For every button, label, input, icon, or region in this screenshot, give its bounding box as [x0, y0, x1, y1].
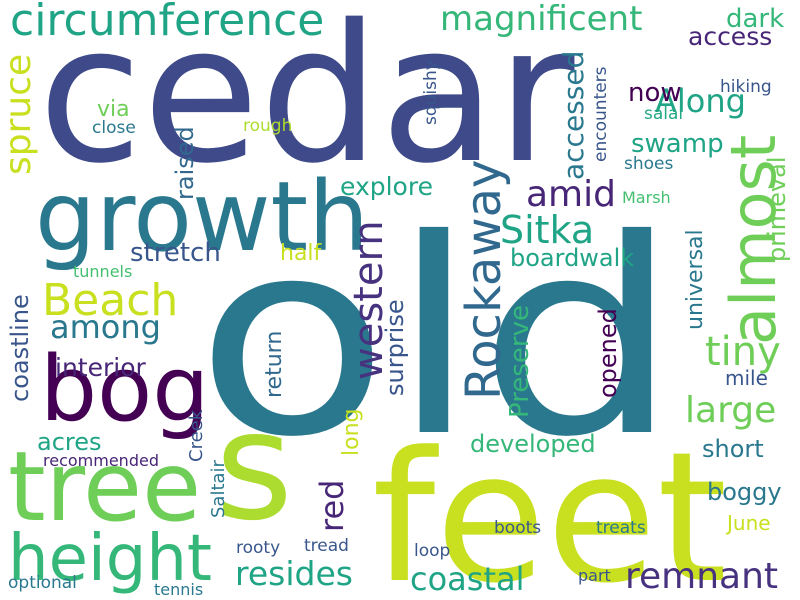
word-rockaway: Rockaway [456, 160, 512, 400]
word-red: red [313, 480, 351, 532]
word-large: large [685, 390, 776, 431]
word-amid: amid [526, 174, 616, 215]
word-s: s [215, 380, 293, 554]
word-universal: universal [683, 229, 708, 330]
word-opened: opened [594, 308, 622, 398]
word-acres: acres [37, 428, 102, 456]
word-saltair: Saltair [208, 459, 229, 518]
word-squishy: squishy [421, 60, 441, 125]
word-boots: boots [494, 518, 541, 538]
word-marsh: Marsh [622, 188, 671, 207]
word-return: return [262, 331, 287, 398]
word-part: part [578, 566, 611, 585]
word-salal: salal [644, 104, 683, 124]
word-recommended: recommended [43, 451, 159, 470]
word-along: Along [655, 82, 746, 120]
word-bog: bog [40, 337, 209, 442]
word-height: height [8, 522, 212, 596]
word-remnant: remnant [625, 556, 778, 597]
word-almost: almost [717, 135, 790, 345]
word-boggy: boggy [707, 478, 782, 506]
word-tree: tree [8, 431, 201, 543]
word-creek: Creek [186, 409, 207, 462]
word-interior: interior [55, 353, 146, 382]
word-rough: rough [243, 116, 292, 136]
word-accessed: accessed [557, 51, 590, 180]
word-coastal: coastal [410, 560, 525, 598]
word-tunnels: tunnels [73, 262, 132, 281]
word-spruce: spruce [0, 54, 39, 175]
word-close: close [92, 118, 136, 138]
word-dark: dark [726, 4, 784, 34]
word-cedar: cedar [38, 0, 575, 205]
word-developed: developed [470, 430, 596, 458]
word-hiking: hiking [720, 77, 772, 97]
word-short: short [702, 435, 764, 463]
word-optional: optional [8, 573, 77, 593]
word-circumference: circumference [10, 0, 324, 46]
word-long: long [339, 409, 364, 456]
word-shoes: shoes [624, 154, 673, 174]
word-access: access [688, 22, 772, 51]
word-sitka: Sitka [500, 208, 594, 252]
word-june: June [725, 511, 771, 535]
word-rooty: rooty [236, 538, 280, 558]
word-beach: Beach [42, 275, 178, 326]
word-explore: explore [340, 172, 433, 201]
word-resides: resides [235, 554, 353, 593]
word-now: now [628, 78, 682, 108]
word-tiny: tiny [705, 329, 781, 375]
word-among: among [50, 308, 161, 346]
word-surprise: surprise [381, 299, 409, 396]
word-raised: raised [171, 126, 199, 200]
word-half: half [280, 241, 323, 266]
word-preserve: Preserve [505, 305, 535, 418]
word-magnificent: magnificent [440, 0, 642, 39]
word-encounters: encounters [591, 66, 611, 162]
word-feet: feet [372, 414, 727, 600]
word-loop: loop [414, 541, 450, 561]
word-western: western [346, 220, 392, 380]
word-treats: treats [596, 518, 646, 538]
word-growth: growth [35, 161, 369, 273]
word-tread: tread [304, 536, 349, 556]
word-coastline: coastline [6, 294, 34, 402]
word-swamp: swamp [631, 129, 724, 159]
word-old: old [195, 181, 680, 496]
word-stretch: stretch [130, 238, 221, 268]
word-tennis: tennis [154, 580, 203, 599]
word-mile: mile [725, 366, 768, 390]
word-via: via [97, 97, 130, 122]
word-boardwalk: boardwalk [510, 244, 634, 272]
word-primeval: primeval [763, 157, 791, 263]
